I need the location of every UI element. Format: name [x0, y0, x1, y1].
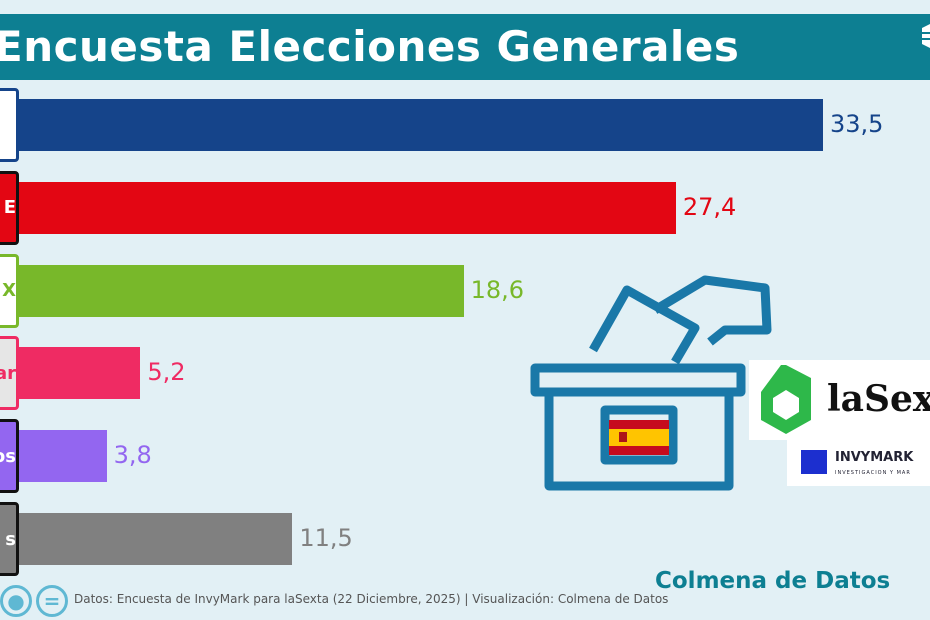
title-bar: Encuesta Elecciones Generales: [0, 14, 930, 80]
bar: [15, 430, 107, 483]
bar: [15, 99, 823, 151]
lasexta-logo: laSexta: [749, 360, 930, 440]
category-label: X: [0, 253, 19, 328]
category-label: ar: [0, 336, 19, 411]
lasexta-logo-text: laSexta: [827, 378, 930, 420]
category-label: E: [0, 170, 19, 245]
category-label: [0, 88, 19, 162]
value-label: 33,5: [830, 110, 884, 138]
value-label: 18,6: [470, 275, 525, 304]
bar: [15, 347, 141, 400]
equals-icon: =: [36, 585, 68, 617]
value-label: 11,5: [299, 524, 353, 552]
ballot-box-icon: [530, 275, 772, 491]
invymark-logo-text: INVYMARK: [835, 450, 914, 465]
invymark-subtitle: INVESTIGACION Y MAR: [835, 470, 911, 476]
bar: [15, 513, 293, 565]
hive-icon: [920, 24, 930, 48]
invymark-logo: INVYMARK INVESTIGACION Y MAR: [787, 440, 930, 486]
spain-flag-icon: [609, 420, 669, 429]
chart-title: Encuesta Elecciones Generales: [0, 22, 740, 71]
category-label: s: [0, 502, 19, 576]
bar: [15, 181, 676, 234]
person-icon: ●: [0, 585, 32, 617]
value-label: 3,8: [113, 441, 152, 470]
value-label: 5,2: [147, 358, 186, 387]
footer-source: Datos: Encuesta de InvyMark para laSexta…: [74, 592, 669, 606]
bar: [15, 264, 464, 317]
brand-name: Colmena de Datos: [655, 568, 891, 594]
category-label: os: [0, 419, 19, 494]
value-label: 27,4: [682, 192, 737, 221]
